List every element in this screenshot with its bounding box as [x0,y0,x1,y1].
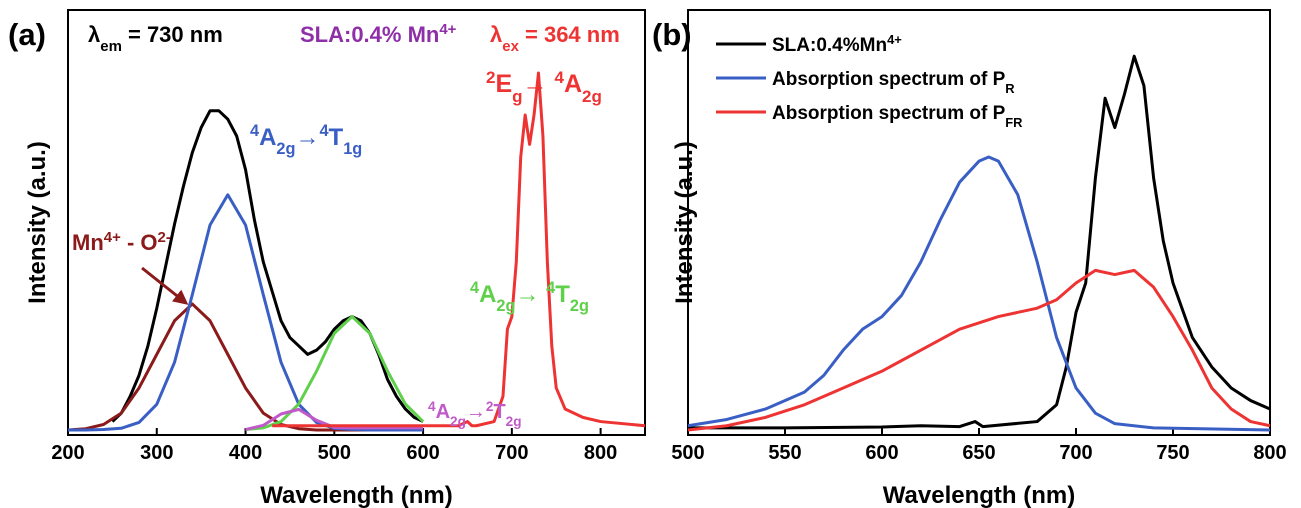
x-axis-title: Wavelength (nm) [260,482,452,508]
text-part: 4+ [439,21,456,38]
text-part: 1g [343,140,362,158]
y-axis-title: Intensity (a.u.) [671,141,698,304]
text-part: 2- [158,229,171,246]
spectrum-line [688,54,1271,430]
text-part: = 730 nm [122,22,223,47]
text-part: 4 [428,399,436,414]
text-part: = 364 nm [519,22,620,47]
panel-label: (a) [8,17,46,52]
annotation-arrow [141,266,189,305]
x-tick-label: 650 [962,442,995,464]
x-tick-label: 800 [584,442,617,464]
text-part: 4 [546,279,555,297]
x-tick-label: 600 [406,442,439,464]
x-axis-title: Wavelength (nm) [883,482,1075,508]
panel-label: (b) [652,17,692,52]
text-part: R [1005,81,1015,96]
text-part: Mn [72,230,104,255]
y-axis-title: Intensity (a.u.) [24,141,51,304]
text-part: 2g [506,414,522,429]
text-part: T [555,281,570,308]
text-part: 2g [450,414,466,429]
text-part: g [512,87,522,106]
x-tick-label: 700 [495,442,528,464]
text-part: A [479,281,496,308]
spectrum-line [687,268,1271,432]
text-part: ex [502,38,519,55]
text-part: A [259,124,276,151]
annotation: 2Eg→ 4A2g [486,68,602,106]
text-part: E [495,70,512,98]
text-part: 2 [486,68,495,87]
text-part: → [466,401,486,423]
plot-frame [67,9,646,436]
text-part: → [295,124,319,151]
annotation: Mn4+ - O2- [72,229,171,256]
x-tick-label: 750 [1156,442,1189,464]
text-part: 4 [555,68,565,87]
text-part: A [564,70,582,98]
text-part: → [523,70,555,98]
x-tick-label: 400 [229,442,262,464]
text-part: Absorption spectrum of P [772,103,1006,124]
text-part: λ [88,22,100,47]
annotation: 4A2g→ 4T2g [470,279,589,315]
x-tick-label: 500 [671,442,704,464]
text-part: em [100,38,122,55]
x-tick-label: 200 [51,442,84,464]
x-tick-label: 550 [768,442,801,464]
x-tick-label: 700 [1059,442,1092,464]
annotation: λem = 730 nm [88,22,223,55]
text-part: 4 [319,122,328,140]
text-part: T [493,401,505,423]
text-part: T [329,124,344,151]
annotation: 4A2g→4T1g [250,122,362,158]
text-part: 2g [276,140,295,158]
x-tick-label: 600 [865,442,898,464]
spectrum-line [245,315,425,432]
text-part: 4 [250,122,259,140]
legend-label: Absorption spectrum of PFR [772,103,1023,130]
legend-label: SLA:0.4%Mn4+ [772,32,902,57]
text-part: 4 [470,279,479,297]
spectrum-line [111,109,424,423]
spectrum-line [68,193,424,432]
x-tick-label: 500 [318,442,351,464]
text-part: - O [121,230,158,255]
text-part: SLA:0.4%Mn [772,35,887,56]
spectrum-line [272,71,646,428]
text-part: 2g [582,87,602,106]
spectrum-line [67,302,424,432]
text-part: 4+ [104,229,121,246]
text-part: 2 [486,399,494,414]
text-part: 2g [496,297,515,315]
text-part: SLA:0.4% Mn [300,22,439,47]
x-tick-label: 300 [140,442,173,464]
text-part: 4+ [887,32,902,47]
text-part: FR [1005,115,1023,130]
spectrum-line [245,407,424,432]
spectrum-line [687,155,1271,432]
annotation: SLA:0.4% Mn4+ [300,21,457,48]
annotation: 4A2g→2T2g [428,399,522,429]
text-part: λ [490,22,502,47]
text-part: Absorption spectrum of P [772,69,1006,90]
text-part: A [436,401,450,423]
annotation: λex = 364 nm [490,22,620,55]
legend-label: Absorption spectrum of PR [772,69,1015,96]
text-part: 2g [570,297,589,315]
text-part: → [515,281,546,308]
x-tick-label: 800 [1253,442,1286,464]
